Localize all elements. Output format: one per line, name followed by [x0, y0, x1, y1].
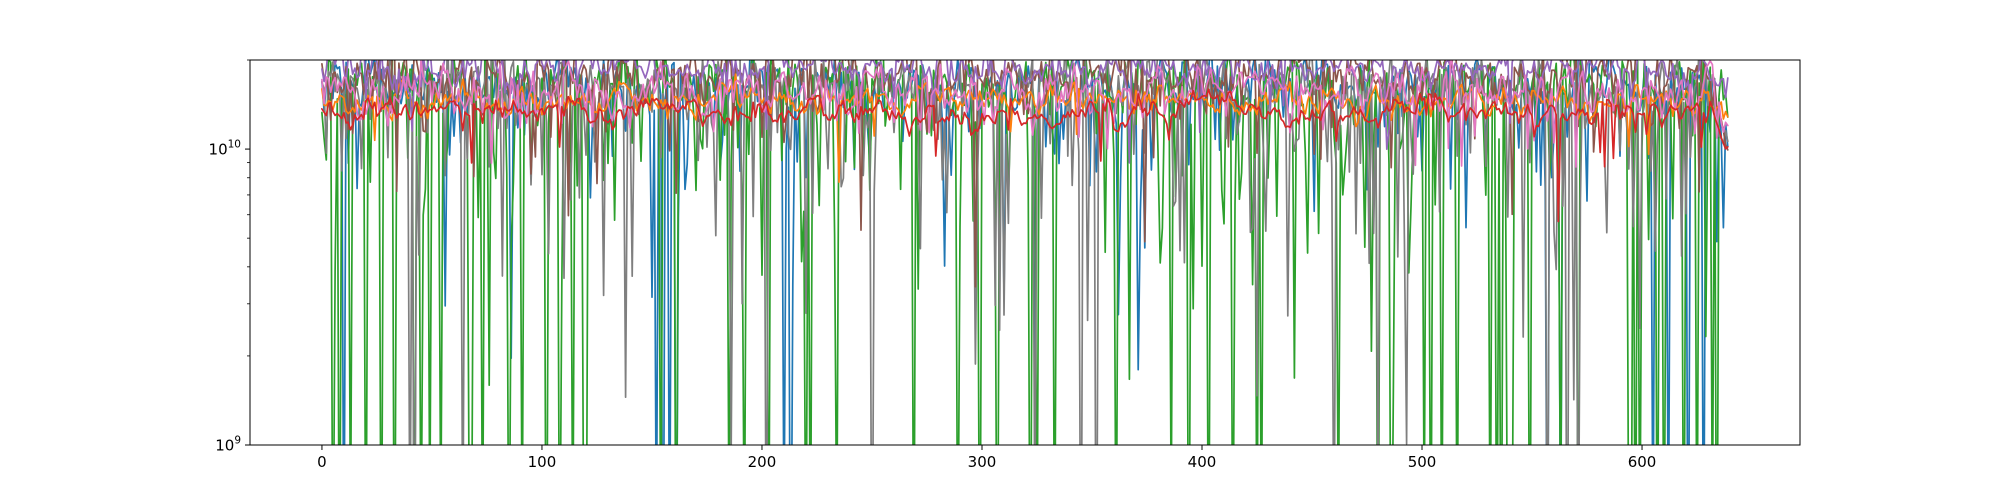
- y-axis: 109 1010: [209, 59, 250, 455]
- series-red-line: [321, 88, 1729, 223]
- series-purple-line: [321, 60, 1729, 164]
- x-tick-label: 600: [1628, 453, 1657, 471]
- y-tick-label: 109: [215, 435, 241, 455]
- series-pink-line: [321, 60, 1729, 168]
- series-lines: [321, 60, 1729, 445]
- x-tick-label: 400: [1188, 453, 1217, 471]
- x-tick-label: 200: [748, 453, 777, 471]
- x-tick-label: 0: [317, 453, 327, 471]
- x-tick-label: 100: [528, 453, 557, 471]
- x-tick-label: 300: [968, 453, 997, 471]
- series-green-line: [321, 60, 1729, 445]
- plot-border: [249, 59, 1801, 446]
- y-tick-label: 1010: [209, 139, 241, 159]
- x-tick-label: 500: [1408, 453, 1437, 471]
- x-axis: 0 100 200 300 400 500 600: [317, 445, 1656, 471]
